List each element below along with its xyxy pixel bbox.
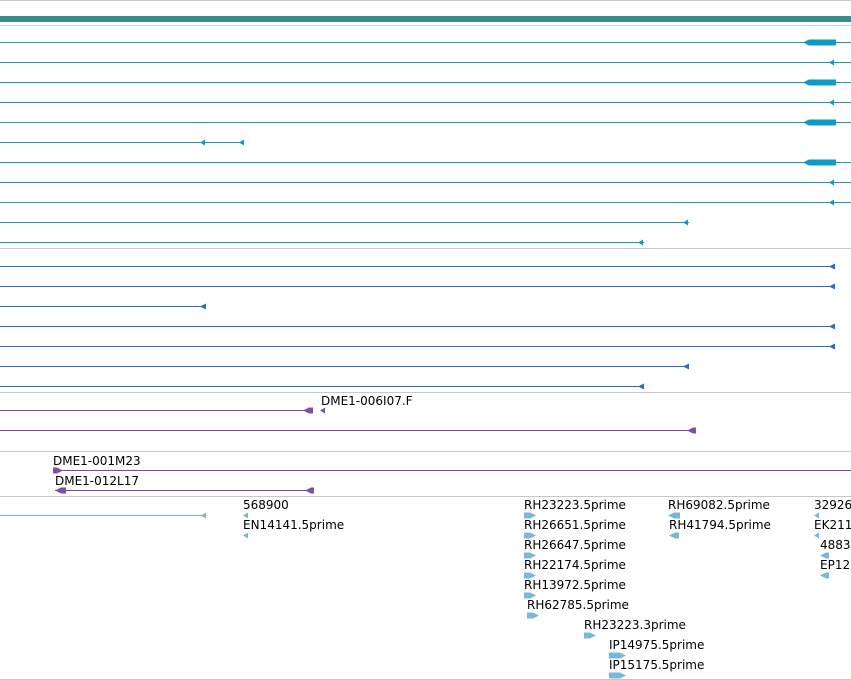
feature-label[interactable]: EK211: [814, 518, 851, 532]
exon-block[interactable]: [609, 672, 626, 679]
exon-block[interactable]: [524, 512, 536, 519]
feature-label[interactable]: EP12: [820, 558, 851, 572]
protein-track-group: [0, 263, 835, 390]
feature-label[interactable]: DME1-006I07.F: [321, 394, 413, 408]
strand-arrow[interactable]: [814, 512, 819, 519]
strand-arrow[interactable]: [638, 383, 644, 390]
feature-label[interactable]: 32926: [814, 498, 851, 512]
feature-label[interactable]: 4883: [820, 538, 851, 552]
exon-block[interactable]: [668, 512, 680, 519]
feature-label[interactable]: RH23223.3prime: [584, 618, 686, 632]
feature-label[interactable]: IP14975.5prime: [609, 638, 705, 652]
strand-arrow[interactable]: [829, 179, 834, 186]
header-band: [0, 16, 851, 22]
bac-end-track-group: [0, 407, 696, 434]
feature-label[interactable]: RH23223.5prime: [524, 498, 626, 512]
exon-block[interactable]: [524, 532, 536, 539]
exon-block[interactable]: [669, 532, 679, 539]
exon-block[interactable]: [524, 592, 536, 599]
exon-block[interactable]: [527, 612, 539, 619]
bac-clone-track-group: [53, 467, 851, 494]
strand-arrow[interactable]: [320, 407, 325, 414]
feature-label[interactable]: RH22174.5prime: [524, 558, 626, 572]
strand-arrow[interactable]: [683, 363, 689, 370]
strand-arrow[interactable]: [829, 283, 835, 290]
exon-block[interactable]: [53, 467, 63, 474]
strand-arrow[interactable]: [829, 199, 834, 206]
exon-block[interactable]: [524, 552, 536, 559]
feature-label[interactable]: 568900: [243, 498, 289, 512]
exon-block[interactable]: [687, 427, 696, 434]
feature-label[interactable]: RH26651.5prime: [524, 518, 626, 532]
strand-arrow[interactable]: [200, 303, 206, 310]
strand-arrow[interactable]: [683, 219, 688, 226]
strand-arrow[interactable]: [200, 139, 205, 146]
feature-label[interactable]: RH69082.5prime: [668, 498, 770, 512]
exon-block[interactable]: [803, 119, 836, 126]
exon-block[interactable]: [820, 552, 829, 559]
strand-arrow[interactable]: [829, 343, 835, 350]
strand-arrow[interactable]: [829, 99, 834, 106]
exon-block[interactable]: [524, 572, 536, 579]
strand-arrow[interactable]: [829, 59, 834, 66]
est-track-group: [0, 512, 829, 679]
exon-block[interactable]: [803, 39, 836, 46]
exon-block[interactable]: [55, 487, 66, 494]
strand-arrow[interactable]: [239, 139, 244, 146]
transcript-track-group: [0, 39, 851, 246]
exon-block[interactable]: [584, 632, 596, 639]
feature-label[interactable]: RH41794.5prime: [669, 518, 771, 532]
strand-arrow[interactable]: [829, 323, 835, 330]
feature-label[interactable]: DME1-001M23: [53, 454, 141, 468]
strand-arrow[interactable]: [243, 532, 248, 539]
feature-label[interactable]: RH26647.5prime: [524, 538, 626, 552]
exon-block[interactable]: [820, 572, 829, 579]
feature-label[interactable]: DME1-012L17: [55, 474, 139, 488]
exon-block[interactable]: [305, 487, 314, 494]
strand-arrow[interactable]: [243, 512, 248, 519]
feature-label[interactable]: IP15175.5prime: [609, 658, 705, 672]
feature-label[interactable]: RH13972.5prime: [524, 578, 626, 592]
strand-arrow[interactable]: [201, 512, 206, 519]
exon-block[interactable]: [803, 79, 836, 86]
exon-block[interactable]: [609, 652, 626, 659]
feature-label[interactable]: EN14141.5prime: [243, 518, 345, 532]
strand-arrow[interactable]: [638, 239, 643, 246]
feature-label[interactable]: RH62785.5prime: [527, 598, 629, 612]
strand-arrow[interactable]: [829, 263, 835, 270]
strand-arrow[interactable]: [814, 532, 819, 539]
exon-block[interactable]: [303, 407, 313, 414]
exon-block[interactable]: [803, 159, 836, 166]
